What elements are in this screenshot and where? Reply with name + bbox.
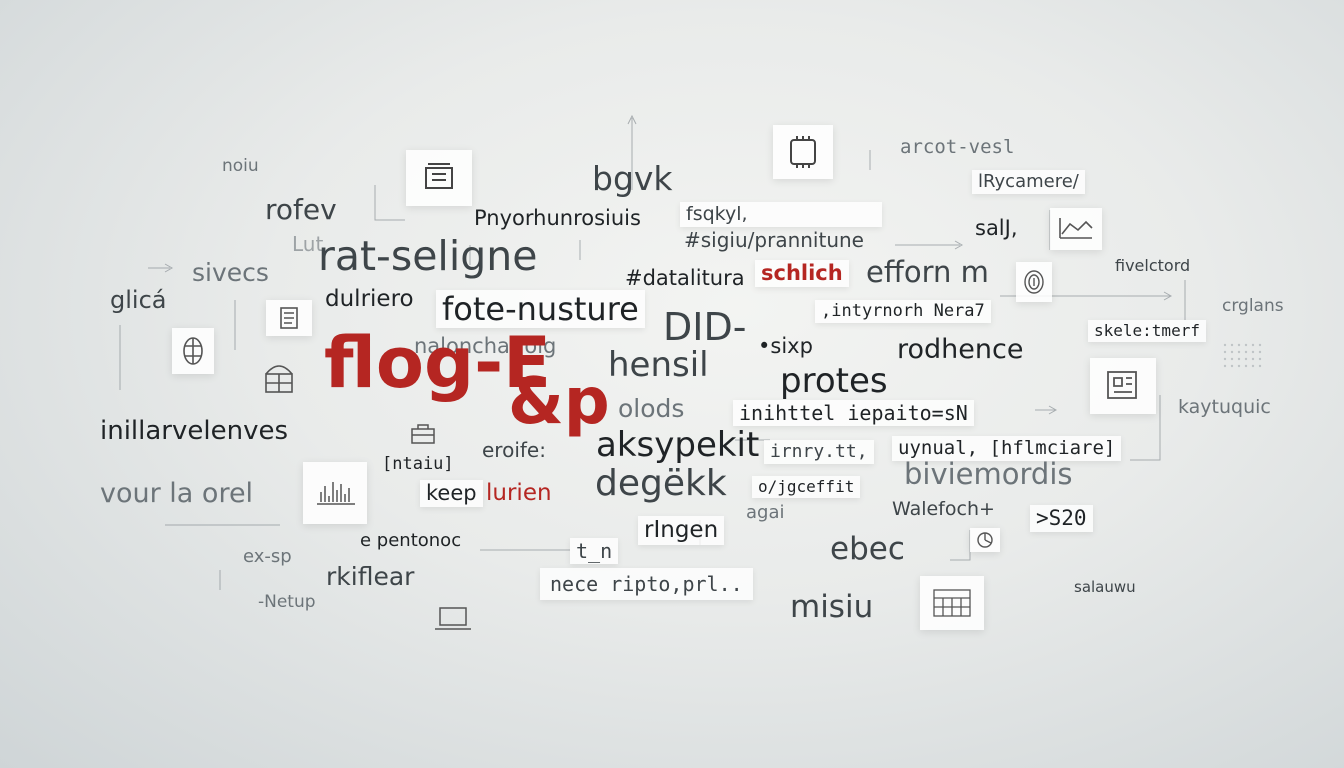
drawing-board-icon [262,356,296,399]
word-vour-la-orel: vour la orel [100,478,254,509]
word-walefoch: Walefoch+ [892,498,995,520]
building-icon [1090,358,1156,414]
cpu-chip-icon [773,125,833,179]
word-datalitura: #datalitura [625,266,745,290]
line-chart-icon [1050,208,1102,250]
word-olods: olods [618,394,685,423]
word-ojgeefflt: o/jgceffit [752,476,861,498]
word-rkiflear: rkiflear [326,562,415,591]
word-irnry: irnry.tt, [764,440,874,464]
word-eroife: eroife: [482,438,546,462]
word-salj: salJ, [975,216,1018,240]
word-ebec: ebec [830,531,905,567]
word-intyrnorh: ,intyrnorh Nera7 [815,300,991,323]
word-crglans: crglans [1222,296,1284,316]
word-ringen: rIngen [638,516,725,545]
word-keep: keep [420,480,483,507]
word-lut: Lut [292,232,324,256]
word-inillarvelenves: inillarvelenves [100,416,289,446]
word-degekk: degëkk [595,463,727,504]
word-skeletmerf: skele:tmerf [1088,320,1206,342]
word-fsqkyl: fsqkyl, [680,202,882,227]
toolbox-icon [408,420,438,449]
fingerprint-icon [1016,262,1052,302]
word-rat-seligne: rat-seligne [318,232,538,280]
bar-chart-icon [303,462,367,524]
word-hensil: hensil [608,345,709,385]
word-misiu: misiu [790,589,874,625]
word-tn: t_n [570,538,619,564]
word-efforn: efforn m [866,255,989,289]
word-did: DID- [663,305,747,349]
word-netup: -Netup [258,592,316,612]
word-flog: flog-E [324,322,551,404]
word-aksypekit: aksypekit [596,425,760,465]
word-biviemordis: biviemordis [904,457,1073,491]
laptop-icon [432,604,474,637]
word-schlich: schlich [755,260,849,287]
word-fote-nusture: fote-nusture [436,290,645,328]
cash-register-icon [406,150,472,206]
word-sixp: •sixp [758,334,813,358]
word-pnyorhunrosiuis: Pnyorhunrosiuis [474,206,641,230]
word-epentonoc: e pentonoc [360,530,462,551]
word-mtaiu: [ntaiu] [382,454,454,474]
word-inihttel: inihttel iepaito=sN [733,400,974,426]
word-naloncharlolg: naloncharlolg [414,334,557,358]
word-ex-sp: ex-sp [243,546,292,567]
word-sivecs: sivecs [192,258,269,287]
brain-icon [172,328,214,374]
word-salauwu: salauwu [1074,578,1136,596]
word-glica: glicá [110,286,167,314]
word-kaytuquic: kaytuquic [1178,396,1271,418]
word-rofev: rofev [265,193,337,226]
word-dulriero: dulriero [325,286,414,312]
word-nece-ripto: nece ripto,prl.. [540,568,753,600]
word-sigiu-prannitune: #sigiu/prannitune [684,228,864,252]
word-ap: &p [508,365,610,439]
pie-chart-icon [970,528,1000,552]
word-arcotvesl: arcot-vesl [900,136,1015,158]
word-noiu: noiu [222,156,259,176]
word-bgvk: bgvk [592,159,673,198]
word-protes: protes [780,361,888,401]
word-rycamere: lRycamere/ [972,170,1085,194]
word-rodhence: rodhence [897,334,1024,365]
calendar-icon [920,576,984,630]
word-s20: >S20 [1030,505,1093,532]
word-uynual: uynual, [hflmciare] [892,436,1122,461]
word-fivelctord: fivelctord [1115,256,1191,275]
word-agai: agai [746,502,785,523]
document-icon [266,300,312,336]
word-lurien: lurien [486,480,552,506]
